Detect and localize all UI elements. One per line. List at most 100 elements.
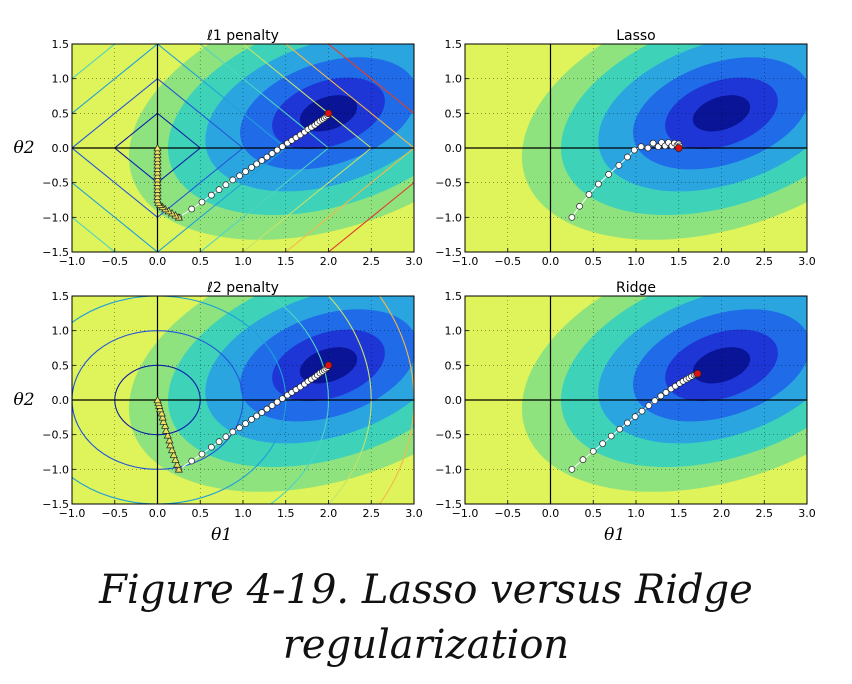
y-tick-label: −1.0 xyxy=(42,211,69,224)
x-tick-label: 2.5 xyxy=(363,255,381,268)
y-tick-label: 0.5 xyxy=(445,359,463,372)
series-point-circle xyxy=(215,438,223,445)
x-tick-label: 3.0 xyxy=(405,255,423,268)
series-point-circle xyxy=(273,398,281,406)
series-point-circle xyxy=(268,402,276,409)
x-tick-label: 1.5 xyxy=(277,255,295,268)
series-point-circle xyxy=(649,139,657,147)
series-point-circle xyxy=(242,420,249,427)
x-tick-label: 1.0 xyxy=(234,255,252,268)
panel-title: ℓ1 penalty xyxy=(206,28,279,44)
x-tick-label: −1.0 xyxy=(452,255,479,268)
panel-title: ℓ2 penalty xyxy=(206,280,279,296)
y-tick-label: 1.0 xyxy=(445,325,463,338)
series-point-circle xyxy=(208,443,215,451)
series-point-triangle xyxy=(158,413,167,421)
series-point-triangle xyxy=(157,408,166,417)
series-point-triangle xyxy=(174,465,183,473)
x-tick-label: 0.5 xyxy=(192,507,210,520)
series-point-circle xyxy=(222,433,230,441)
x-tick-label: 1.0 xyxy=(234,507,252,520)
y-tick-label: −0.5 xyxy=(435,429,462,442)
series-point-triangle xyxy=(166,440,175,449)
x-tick-label: 0.0 xyxy=(149,507,167,520)
x-tick-label: 1.0 xyxy=(627,507,645,520)
y-tick-label: 0.0 xyxy=(52,394,70,407)
y-tick-label: 0.5 xyxy=(445,107,463,120)
series-point-circle xyxy=(630,146,638,154)
series-point-circle xyxy=(644,144,652,152)
plot-area xyxy=(465,296,807,504)
y-tick-label: 0.0 xyxy=(52,142,70,155)
series-point-triangle xyxy=(161,421,170,429)
x-tick-label: 0.5 xyxy=(192,255,210,268)
x-tick-label: 3.0 xyxy=(405,507,423,520)
series-point-circle xyxy=(248,416,255,423)
series-point-circle xyxy=(607,432,615,440)
series-point-circle xyxy=(208,191,215,199)
series-point-triangle xyxy=(161,426,171,434)
y-tick-label: −0.5 xyxy=(42,177,69,190)
panel-l2-penalty: −1.0 −0.5 0.0 0.5 1.0 1.5 2.0 2.5 3.0 1.5 1.0 0.5 0.… xyxy=(13,280,423,545)
panel-title: Ridge xyxy=(616,280,656,296)
series-point-triangle xyxy=(163,431,172,439)
series-point-circle xyxy=(268,150,276,157)
l1-penalty-contour xyxy=(72,77,244,219)
y-axis-label: θ2 xyxy=(13,390,34,410)
y-tick-label: 0.5 xyxy=(52,107,70,120)
series-point-circle xyxy=(253,160,261,168)
series-point-circle xyxy=(278,143,286,150)
x-tick-label: 2.5 xyxy=(756,507,774,520)
series-point-circle xyxy=(631,413,639,420)
series-point-circle xyxy=(258,409,266,416)
series-point-circle xyxy=(236,424,243,432)
x-tick-label: 0.5 xyxy=(585,255,603,268)
x-tick-label: −0.5 xyxy=(101,255,128,268)
panel-ridge: −1.0 −0.5 0.0 0.5 1.0 1.5 2.0 2.5 3.0 1.5 1.0 0.5 0.… xyxy=(435,280,815,545)
x-tick-label: 2.0 xyxy=(320,255,338,268)
y-tick-label: 1.5 xyxy=(445,38,463,51)
y-tick-label: 0.0 xyxy=(445,142,463,155)
series-point-triangle xyxy=(173,460,182,468)
series-point-circle xyxy=(616,425,624,433)
series-point-circle xyxy=(585,191,593,198)
series-point-circle xyxy=(236,172,243,180)
y-tick-label: −1.0 xyxy=(435,463,462,476)
series-point-circle xyxy=(576,202,583,210)
series-point-circle xyxy=(248,164,255,171)
panel-lasso: −1.0 −0.5 0.0 0.5 1.0 1.5 2.0 2.5 3.0 1.5 1.0 0.5 0.… xyxy=(435,28,815,268)
optimum-point xyxy=(674,144,683,152)
x-tick-label: −0.5 xyxy=(494,507,521,520)
x-tick-label: 2.0 xyxy=(713,507,731,520)
series-point-circle xyxy=(645,402,653,409)
x-tick-label: 0.5 xyxy=(585,507,603,520)
series-point-circle xyxy=(188,457,196,465)
series-point-circle xyxy=(253,412,261,420)
series-point-circle xyxy=(638,407,646,415)
series-point-circle xyxy=(229,176,237,184)
series-point-circle xyxy=(599,440,607,448)
y-tick-label: 0.0 xyxy=(445,394,463,407)
y-tick-label: −1.0 xyxy=(435,211,462,224)
y-tick-label: 1.5 xyxy=(445,290,463,303)
x-tick-label: −1.0 xyxy=(452,507,479,520)
series-point-circle xyxy=(568,213,576,221)
x-tick-label: 1.0 xyxy=(627,255,645,268)
series-point-circle xyxy=(595,180,602,188)
y-tick-label: 0.5 xyxy=(52,359,70,372)
series-point-circle xyxy=(624,153,631,161)
l1-penalty-contour xyxy=(72,44,287,252)
series-point-circle xyxy=(229,428,237,436)
x-axis-label: θ1 xyxy=(211,525,232,545)
x-tick-label: −1.0 xyxy=(59,507,86,520)
series-point-triangle xyxy=(165,435,174,444)
y-tick-label: −0.5 xyxy=(435,177,462,190)
x-tick-label: 0.0 xyxy=(542,255,560,268)
series-point-circle xyxy=(198,450,206,458)
y-tick-label: 1.0 xyxy=(52,73,70,86)
series-point-circle xyxy=(624,419,631,427)
y-tick-label: 1.0 xyxy=(52,325,70,338)
x-tick-label: 1.5 xyxy=(277,507,295,520)
y-tick-label: −1.5 xyxy=(42,246,69,259)
optimum-point xyxy=(324,109,333,118)
